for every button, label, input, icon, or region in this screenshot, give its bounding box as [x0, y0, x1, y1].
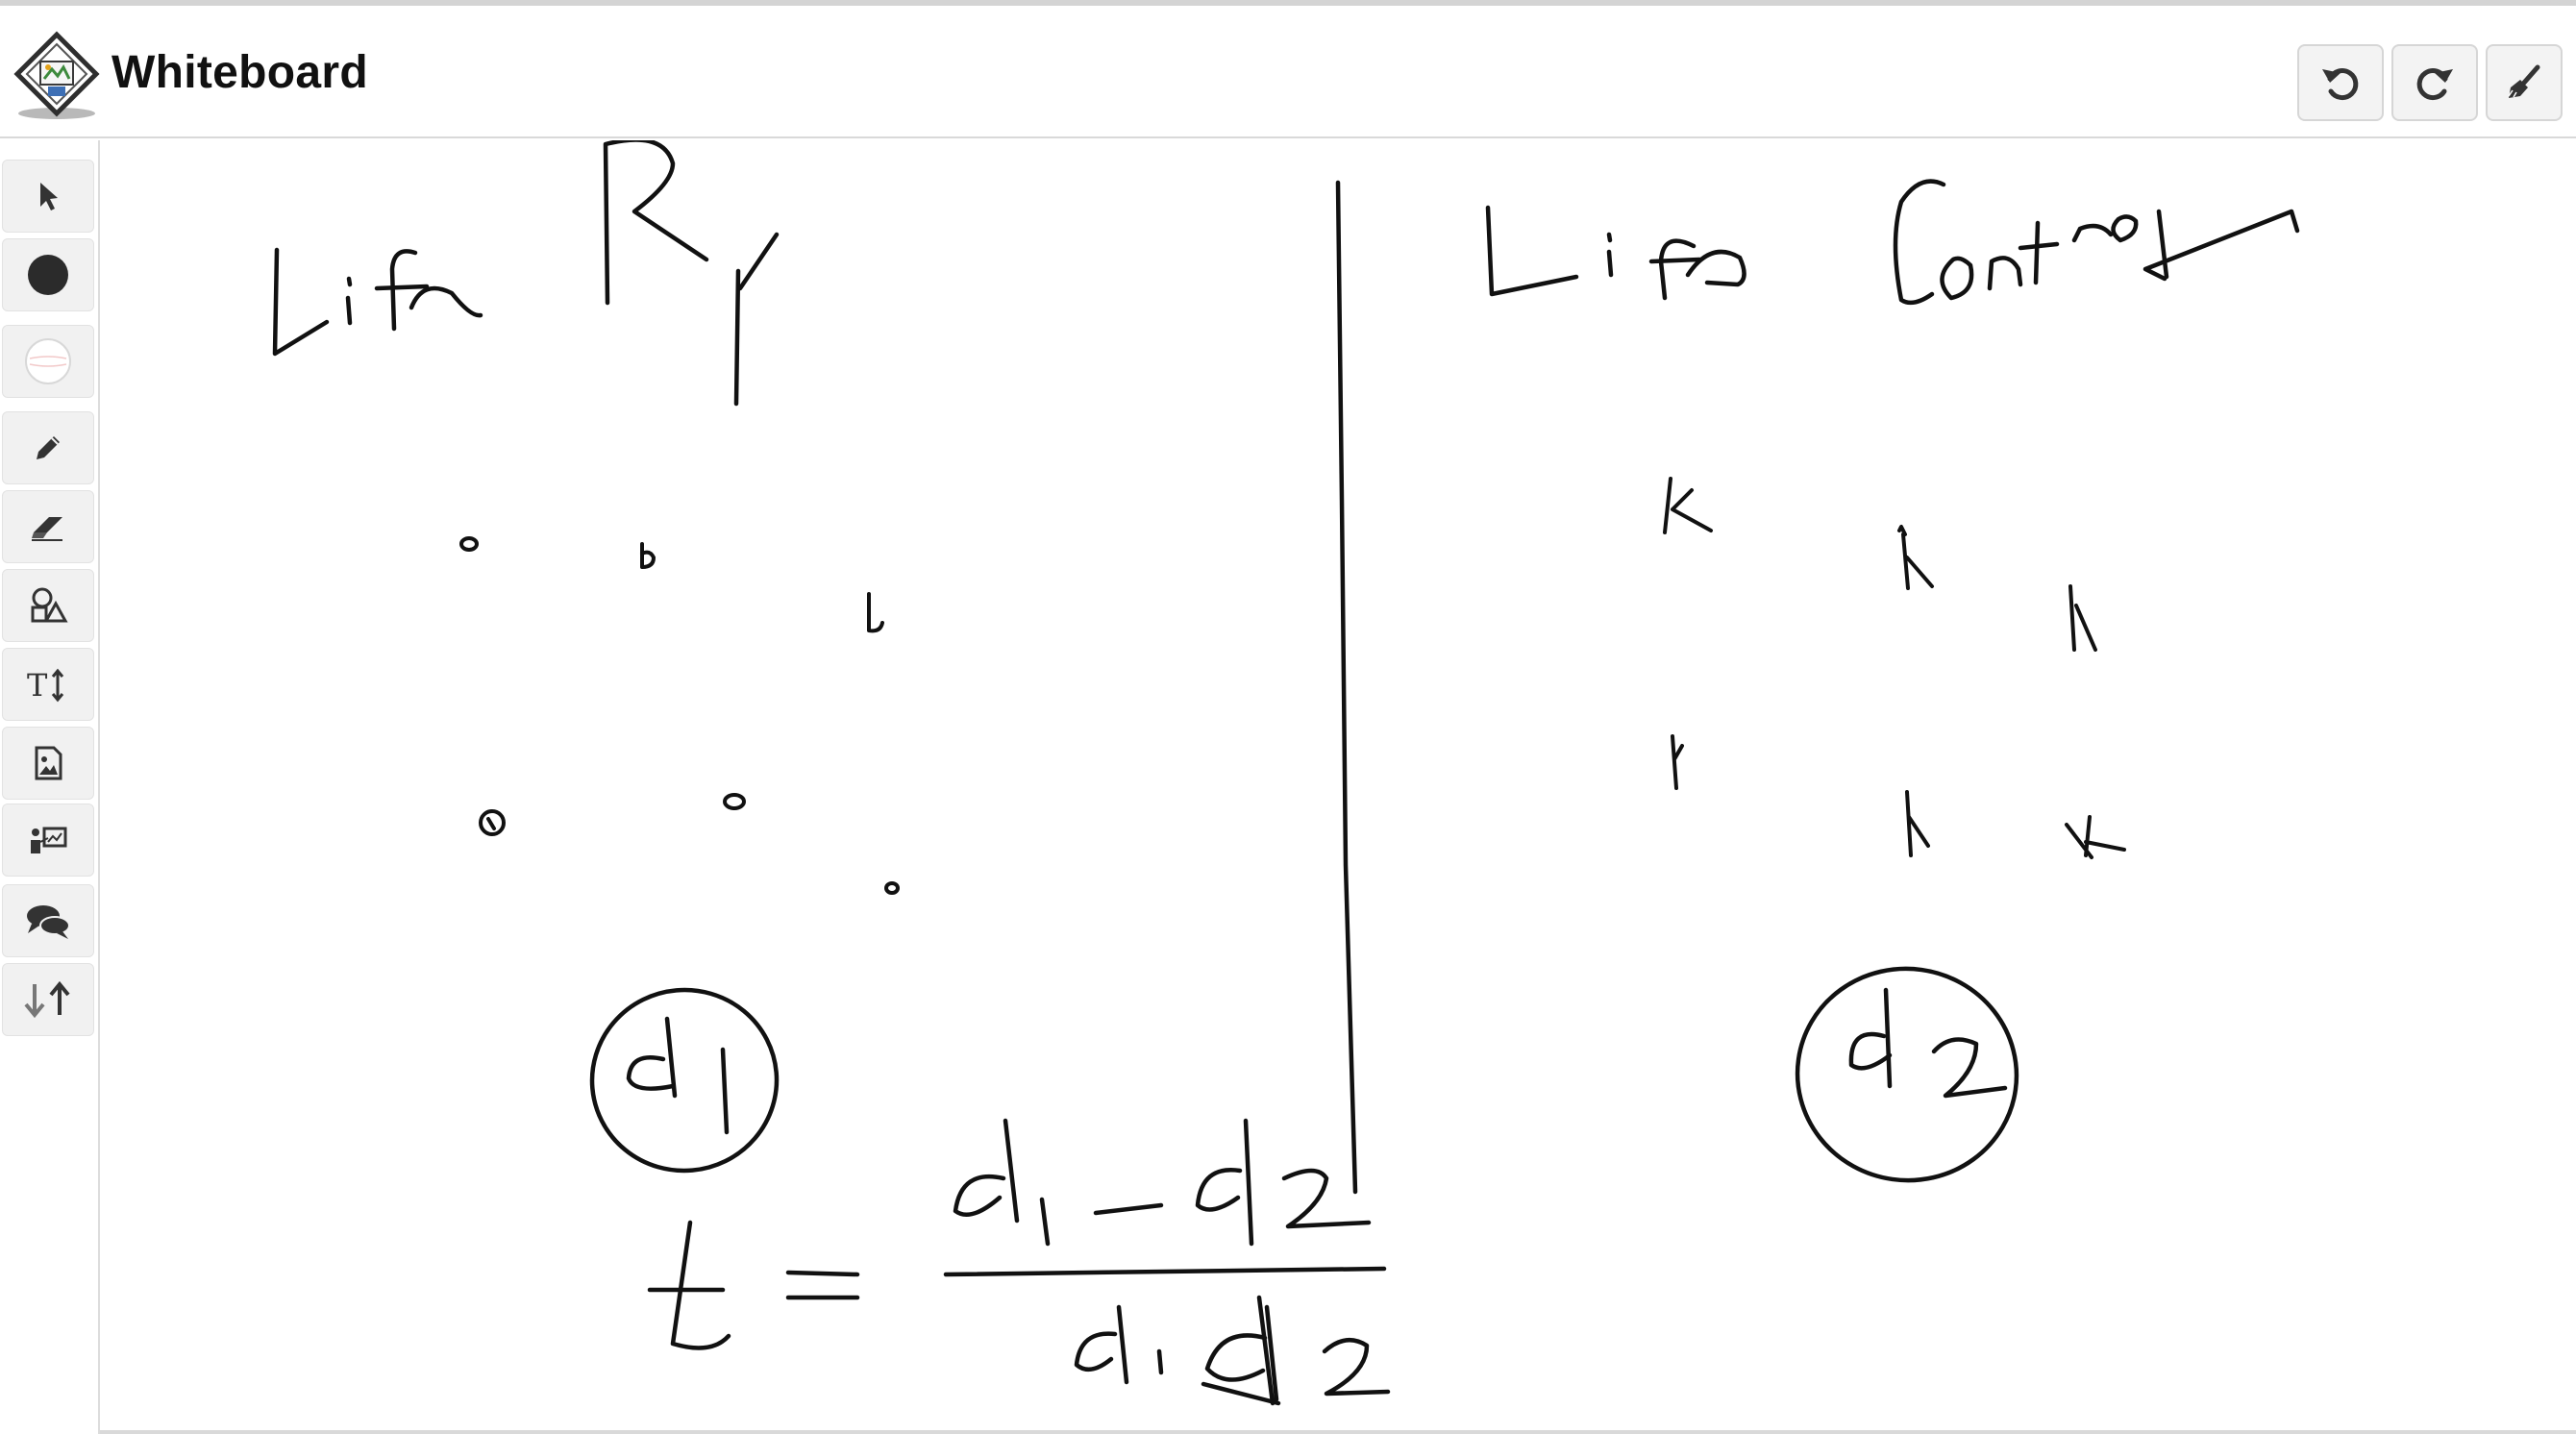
redo-icon: [2416, 68, 2453, 100]
eraser-tool[interactable]: [2, 490, 94, 563]
handwriting-life-left: [272, 247, 483, 357]
top-border: [0, 0, 2576, 6]
divider-stroke: [1335, 180, 1358, 1195]
shapes-icon: [31, 587, 68, 623]
undo-icon: [2322, 68, 2359, 100]
comments-tool[interactable]: [2, 884, 94, 957]
handwriting-ry-left: [603, 140, 780, 407]
import-export-tool[interactable]: [2, 963, 94, 1036]
formula-numerator: [953, 1118, 1372, 1247]
whiteboard-logo-icon: [12, 31, 102, 121]
formula-t-equals: [647, 1220, 860, 1350]
clear-board-button[interactable]: [2486, 44, 2563, 121]
marks-cluster-right: [1663, 477, 2126, 859]
redo-button[interactable]: [2391, 44, 2478, 121]
undo-button[interactable]: [2297, 44, 2384, 121]
formula-denominator: [1074, 1295, 1391, 1406]
pointer-icon: [40, 183, 58, 210]
image-icon: [35, 746, 62, 780]
app-title: Whiteboard: [111, 47, 368, 98]
d1-circle: [589, 987, 780, 1174]
text-size-icon: T: [27, 667, 64, 704]
pencil-tool[interactable]: [2, 411, 94, 484]
broom-icon: [2508, 64, 2540, 98]
handwriting-control-right: [1893, 179, 2300, 306]
presentation-icon: [31, 827, 67, 853]
text-tool[interactable]: T: [2, 648, 94, 721]
d2-circle: [1795, 966, 2019, 1183]
bottom-border: [100, 1430, 2576, 1434]
empty-circle-icon: [25, 338, 71, 384]
fraction-bar: [943, 1266, 1387, 1277]
presentation-tool[interactable]: [2, 804, 94, 877]
select-tool[interactable]: [2, 160, 94, 233]
stroke-color-tool[interactable]: [2, 238, 94, 311]
eraser-icon: [32, 517, 62, 541]
tool-sidebar: T: [0, 140, 100, 1434]
comments-icon: [27, 905, 70, 939]
marks-cluster-left: [459, 536, 900, 895]
filled-circle-icon: [28, 255, 68, 295]
pencil-icon: [37, 436, 60, 459]
svg-text:T: T: [27, 667, 48, 704]
header-bar: Whiteboard: [0, 6, 2576, 138]
arrows-up-down-icon: [24, 980, 70, 1019]
fill-color-tool[interactable]: [2, 325, 94, 398]
handwriting-layer: [272, 140, 2300, 1406]
handwriting-life-right: [1485, 205, 1746, 301]
image-tool[interactable]: [2, 727, 94, 800]
whiteboard-canvas[interactable]: [100, 140, 2576, 1434]
shapes-tool[interactable]: [2, 569, 94, 642]
